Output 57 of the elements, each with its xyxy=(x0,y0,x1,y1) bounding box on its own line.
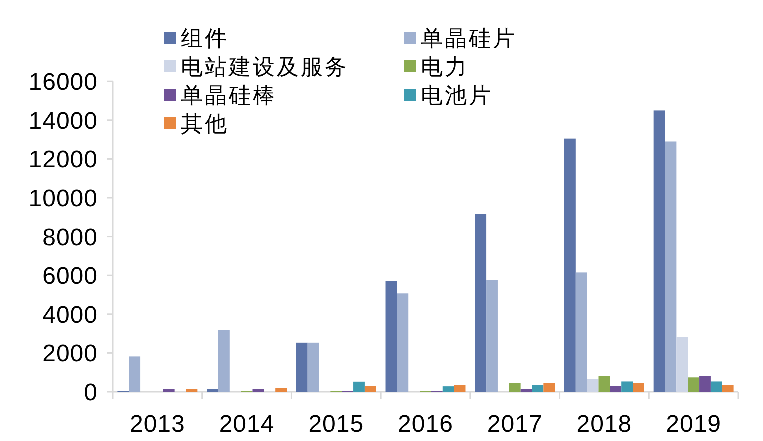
y-tick-label: 10000 xyxy=(28,186,98,212)
bar xyxy=(587,379,599,392)
y-tick-label: 12000 xyxy=(28,146,98,174)
x-tick-label: 2015 xyxy=(308,411,364,438)
bar xyxy=(532,385,544,392)
bar xyxy=(598,376,610,392)
x-tick-label: 2018 xyxy=(576,411,632,438)
bar xyxy=(564,138,576,392)
bar xyxy=(163,389,175,392)
bar xyxy=(129,356,141,392)
y-tick-label: 8000 xyxy=(42,224,98,252)
bar xyxy=(386,281,398,392)
bar xyxy=(665,142,677,392)
y-tick-label: 2000 xyxy=(42,340,98,368)
bar xyxy=(186,389,198,392)
bar xyxy=(576,272,588,392)
bar xyxy=(475,214,487,392)
legend-label: 电力 xyxy=(421,56,469,80)
y-tick-label: 4000 xyxy=(42,302,98,329)
bar xyxy=(688,378,700,392)
legend-label: 单晶硅棒 xyxy=(181,84,277,109)
y-tick-label: 0 xyxy=(84,380,98,406)
bar xyxy=(397,294,409,392)
bar xyxy=(722,385,734,392)
x-tick-label: 2019 xyxy=(666,411,722,438)
bar xyxy=(610,386,622,392)
legend-label: 单晶硅片 xyxy=(421,27,517,52)
bar xyxy=(296,342,308,392)
bar xyxy=(308,342,320,392)
bar xyxy=(710,382,722,392)
bar xyxy=(364,386,376,392)
y-tick-label: 16000 xyxy=(28,69,98,96)
bar xyxy=(544,383,556,392)
bar xyxy=(218,330,230,392)
bar xyxy=(633,383,644,392)
legend-label: 电池片 xyxy=(421,84,493,109)
bar xyxy=(700,376,711,392)
bar xyxy=(622,382,634,392)
y-tick-label: 14000 xyxy=(28,108,98,135)
bar xyxy=(207,389,218,392)
x-tick-label: 2016 xyxy=(398,411,454,438)
y-tick-label: 6000 xyxy=(42,263,98,290)
x-tick-label: 2014 xyxy=(219,411,275,438)
bar xyxy=(676,337,688,392)
bar xyxy=(276,388,288,392)
x-tick-label: 2013 xyxy=(130,411,186,438)
bar xyxy=(252,389,264,392)
legend-label: 电站建设及服务 xyxy=(181,56,349,80)
legend-label: 组件 xyxy=(181,27,229,52)
bar xyxy=(654,110,666,392)
x-tick-label: 2017 xyxy=(487,411,543,438)
legend-label: 其他 xyxy=(181,112,229,138)
bar xyxy=(454,385,466,392)
bar xyxy=(442,386,454,392)
bar xyxy=(509,383,521,392)
bar xyxy=(354,382,365,392)
bar xyxy=(486,280,498,392)
